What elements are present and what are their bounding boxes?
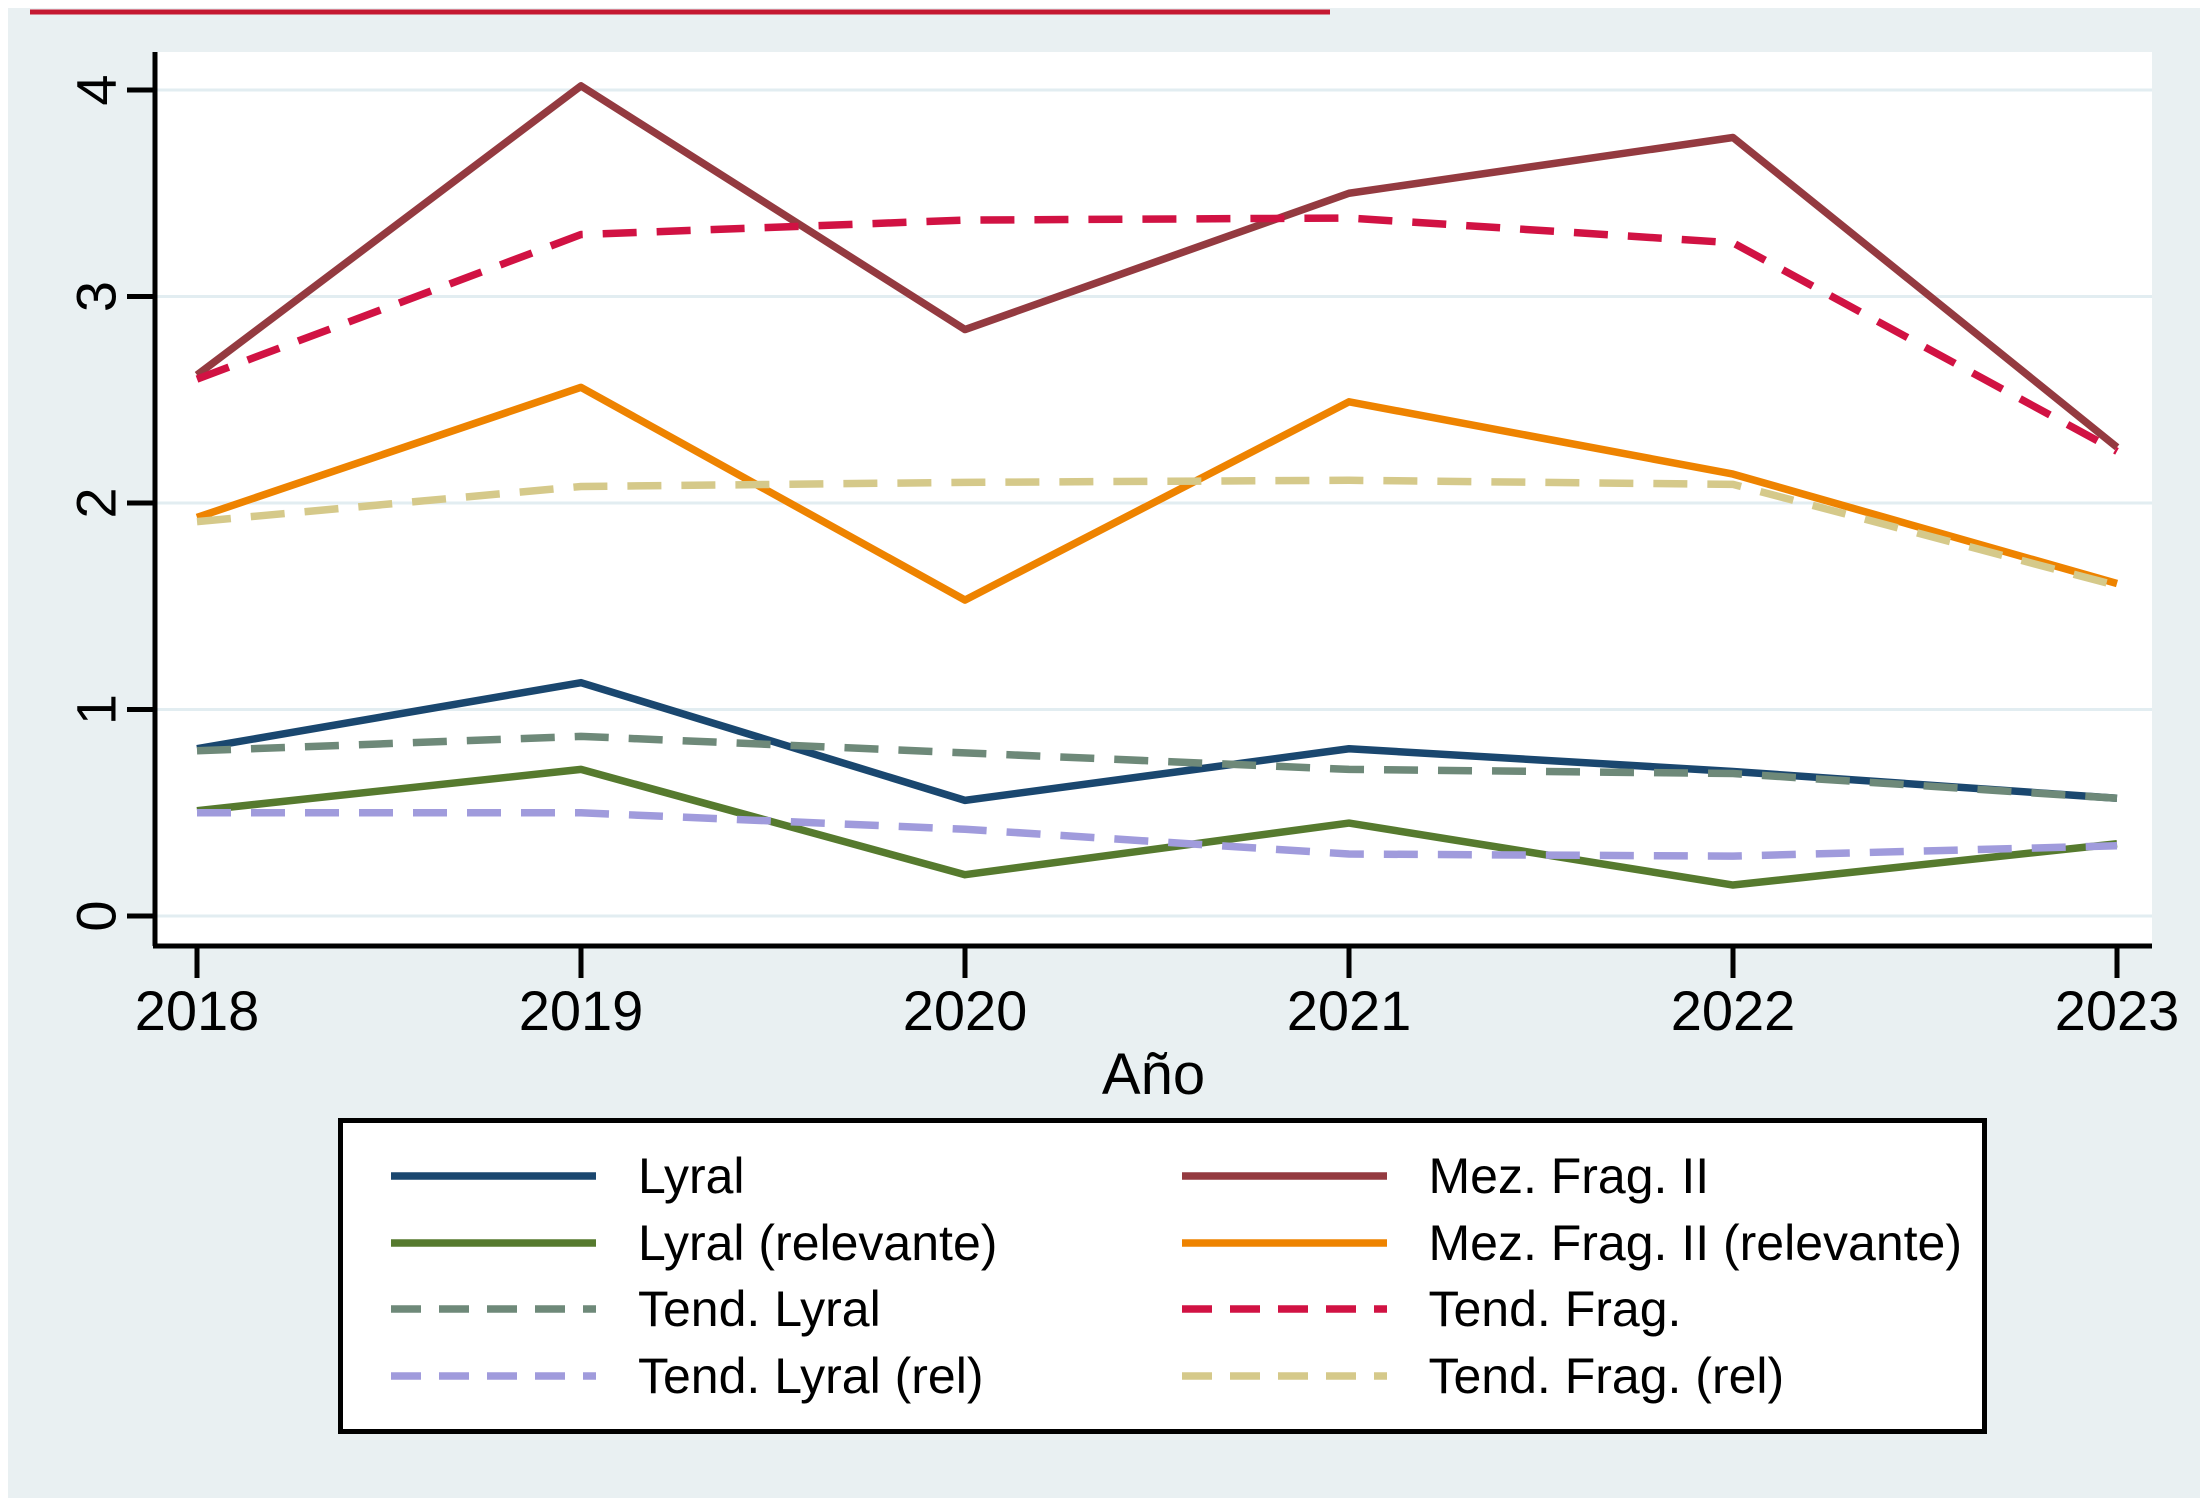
legend-label: Lyral <box>638 1148 745 1205</box>
legend-swatch <box>1181 1239 1387 1247</box>
y-tick-label-0: 0 <box>65 900 128 931</box>
series-line-lyral <box>196 678 2118 805</box>
x-tick-label-2020: 2020 <box>903 979 1028 1042</box>
legend-swatch <box>391 1305 596 1313</box>
y-tick-label-2: 2 <box>65 487 128 518</box>
legend-swatch <box>1181 1172 1387 1180</box>
legend-label: Tend. Frag. (rel) <box>1428 1347 1785 1404</box>
legend-label: Tend. Lyral <box>638 1281 881 1338</box>
y-tick-label-4: 4 <box>65 74 128 105</box>
legend-label: Tend. Frag. <box>1428 1281 1682 1338</box>
legend-item-tend-lyral: Tend. Lyral <box>391 1276 1182 1343</box>
x-tick-label-2022: 2022 <box>1671 979 1796 1042</box>
x-tick-label-2021: 2021 <box>1287 979 1412 1042</box>
x-tick-label-2018: 2018 <box>135 979 260 1042</box>
legend-label: Mez. Frag. II (relevante) <box>1428 1214 1963 1271</box>
x-tick-label-2019: 2019 <box>519 979 644 1042</box>
legend-label: Lyral (relevante) <box>638 1214 998 1271</box>
legend-item-lyral: Lyral <box>391 1143 1182 1210</box>
legend-swatch <box>1181 1305 1387 1313</box>
legend-swatch <box>391 1172 596 1180</box>
stata-line-chart: 0 1 2 3 4 2018 2019 2020 2021 2022 2023 Año Lyral Ly… <box>8 8 2200 1498</box>
x-tick-label-2023: 2023 <box>2055 979 2180 1042</box>
series-line-lyral-relevante- <box>196 765 2118 889</box>
legend-item-tend-frag-: Tend. Frag. <box>1181 1276 1973 1343</box>
legend-item-lyral-relevante-: Lyral (relevante) <box>391 1210 1182 1277</box>
legend-item-tend-lyral-rel-: Tend. Lyral (rel) <box>391 1343 1182 1410</box>
series-line-mez-frag-ii-relevante- <box>195 383 2119 604</box>
legend-label: Tend. Lyral (rel) <box>638 1347 984 1404</box>
legend-swatch <box>391 1372 596 1380</box>
series-line-mez-frag-ii <box>194 82 2120 451</box>
legend-item-mez-frag-ii-relevante-: Mez. Frag. II (relevante) <box>1181 1210 1973 1277</box>
series-line-tend-frag- <box>195 214 2119 455</box>
y-tick-label-3: 3 <box>65 281 128 312</box>
legend-item-tend-frag-rel-: Tend. Frag. (rel) <box>1181 1343 1973 1410</box>
chart-canvas: 0 1 2 3 4 2018 2019 2020 2021 2022 2023 Año <box>30 9 2180 1107</box>
legend: Lyral Lyral (relevante) Tend. Lyral Tend. L… <box>338 1118 1987 1434</box>
legend-swatch <box>1181 1372 1387 1380</box>
legend-label: Mez. Frag. II <box>1428 1148 1710 1205</box>
legend-item-mez-frag-ii: Mez. Frag. II <box>1181 1143 1973 1210</box>
y-tick-label-1: 1 <box>65 694 128 725</box>
legend-swatch <box>391 1239 596 1247</box>
x-axis-title: Año <box>1102 1042 1205 1107</box>
